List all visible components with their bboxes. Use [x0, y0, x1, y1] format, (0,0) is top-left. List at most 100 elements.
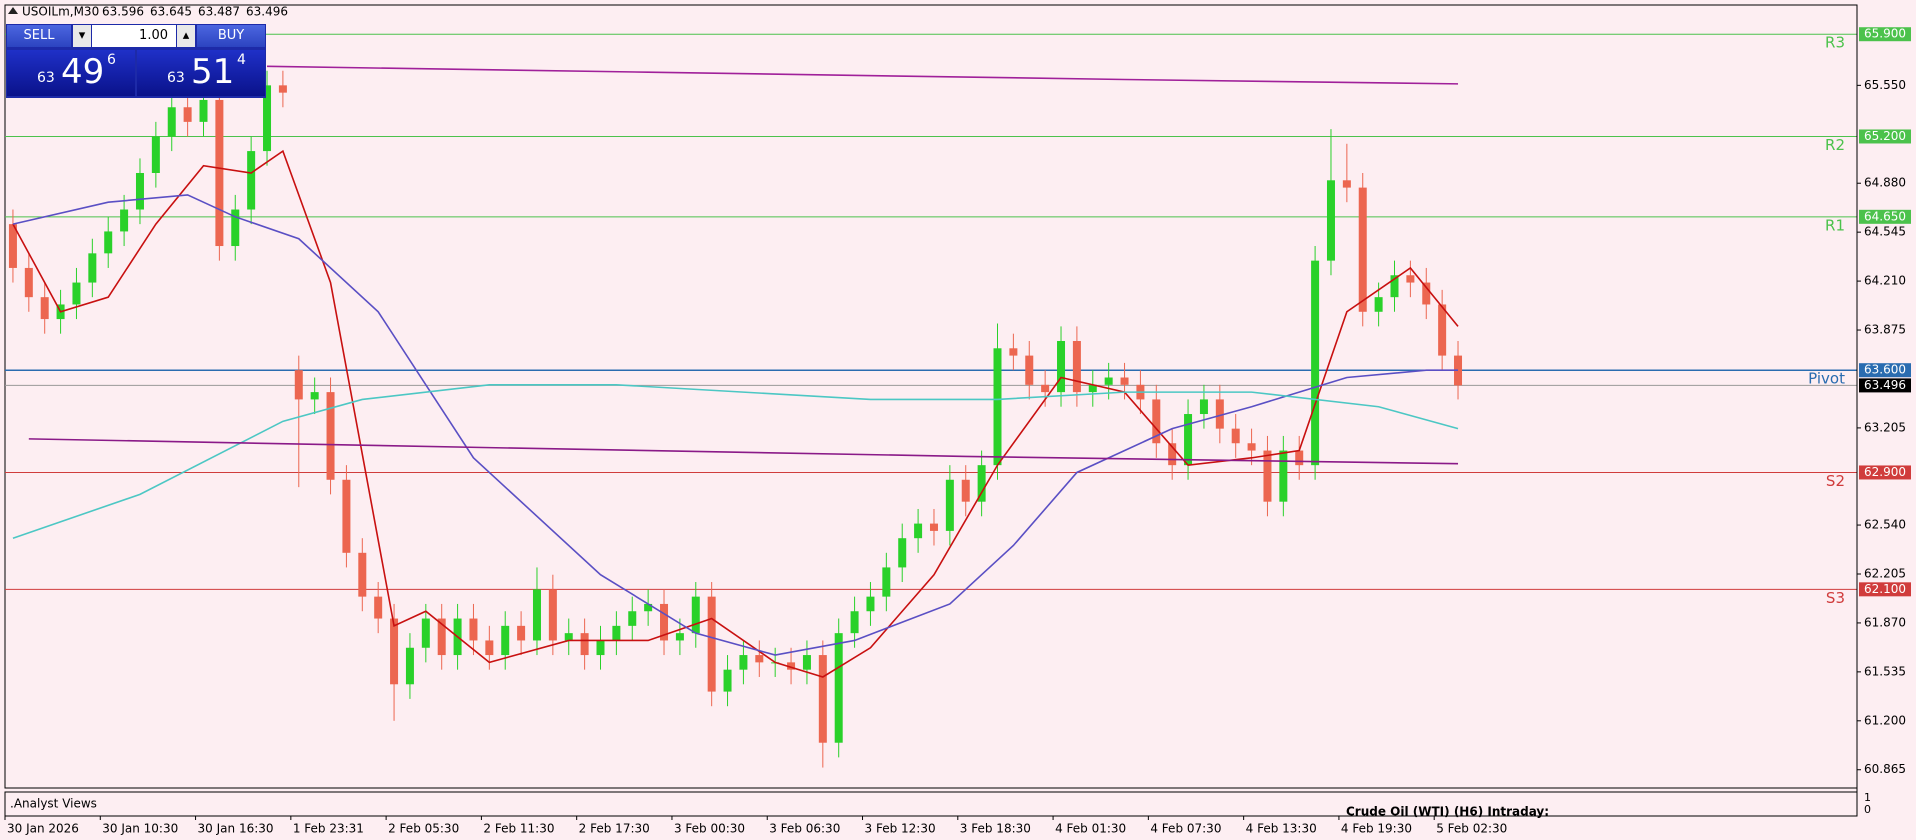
price-prefix: 63 [37, 70, 55, 86]
candle-body [151, 136, 160, 173]
level-label: 62.100 [1864, 582, 1906, 596]
x-tick-label: 2 Feb 05:30 [388, 822, 459, 836]
candle-body [167, 107, 176, 137]
x-tick-label: 30 Jan 2026 [7, 822, 79, 836]
level-box [1859, 363, 1911, 378]
candle-body [1374, 297, 1383, 312]
candle-body [739, 655, 748, 670]
menu-icon[interactable] [8, 7, 18, 14]
moving-average [28, 438, 1459, 465]
candle-body [755, 655, 764, 663]
y-tick-label: 64.880 [1864, 176, 1906, 190]
x-tick-label: 3 Feb 12:30 [865, 822, 936, 836]
candle-body [72, 282, 81, 305]
candle-body [834, 633, 843, 743]
candle-body [1025, 355, 1034, 385]
level-label: 65.200 [1864, 129, 1906, 143]
candle-body [929, 523, 938, 531]
lot-up[interactable]: ▴ [177, 25, 195, 47]
price-big: 51 [191, 52, 235, 92]
candle-body [675, 633, 684, 641]
candle-body [294, 370, 303, 400]
lot-down[interactable]: ▾ [73, 25, 91, 47]
candle-body [88, 253, 97, 283]
level-box [1859, 209, 1911, 224]
plot-frame [4, 4, 1858, 789]
candle-body [24, 267, 33, 298]
x-tick-label: 3 Feb 06:30 [769, 822, 840, 836]
candle-body [1247, 443, 1256, 451]
subwindow-scale: 0 [1864, 803, 1871, 816]
candle-body [1406, 275, 1415, 283]
candle-body [691, 596, 700, 634]
y-tick-label: 62.540 [1864, 518, 1906, 532]
level-name: S2 [1826, 472, 1845, 490]
candle-body [1057, 340, 1066, 393]
x-tick-label: 2 Feb 17:30 [579, 822, 650, 836]
candle-body [485, 640, 494, 656]
sell-button[interactable]: SELL [7, 25, 71, 47]
candle-body [1390, 275, 1399, 298]
x-tick-label: 3 Feb 00:30 [674, 822, 745, 836]
candle-body [326, 392, 335, 480]
candle-body [469, 618, 478, 641]
candle-body [437, 618, 446, 656]
candle-body [405, 647, 414, 685]
level-box [1859, 129, 1911, 144]
buy-button[interactable]: BUY [197, 25, 265, 47]
candle-body [596, 640, 605, 656]
candle-body [247, 151, 256, 210]
candle-body [1120, 377, 1129, 385]
x-tick-label: 30 Jan 10:30 [102, 822, 178, 836]
x-tick-label: 4 Feb 01:30 [1055, 822, 1126, 836]
buy-price[interactable]: 63 51 4 [137, 50, 265, 96]
y-tick-label: 61.870 [1864, 615, 1906, 629]
candle-body [1311, 260, 1320, 466]
candle-body [580, 633, 589, 656]
level-label: 65.900 [1864, 27, 1906, 41]
candle-body [548, 589, 557, 641]
lot-input[interactable]: 1.00 [92, 25, 176, 47]
y-tick-label: 64.210 [1864, 274, 1906, 288]
level-name: R3 [1825, 34, 1845, 52]
level-label: 62.900 [1864, 465, 1906, 479]
candle-body [1422, 282, 1431, 305]
candle-body [564, 633, 573, 641]
candle-body [1072, 340, 1081, 393]
y-tick-label: 60.865 [1864, 762, 1906, 776]
candle-body [517, 625, 526, 641]
x-tick-label: 4 Feb 07:30 [1150, 822, 1221, 836]
subwindow-text: Crude Oil (WTI) (H6) Intraday: [1346, 805, 1549, 819]
sell-price[interactable]: 63 49 6 [7, 50, 135, 96]
x-tick-label: 5 Feb 02:30 [1436, 822, 1507, 836]
header-high: 63.645 [150, 5, 192, 19]
y-tick-label: 65.550 [1864, 78, 1906, 92]
candle-body [898, 538, 907, 568]
candle-body [993, 348, 1002, 466]
x-tick-label: 4 Feb 19:30 [1341, 822, 1412, 836]
candle-body [707, 596, 716, 692]
candle-body [501, 625, 510, 656]
trade-panel: SELL ▾ 1.00 ▴ BUY 63 49 6 63 51 4 [6, 24, 266, 98]
candle-body [1104, 377, 1113, 385]
candle-body [628, 611, 637, 626]
candle-body [1263, 450, 1272, 502]
symbol: USOILm,M30 [22, 5, 99, 19]
candle-body [135, 172, 144, 210]
price-sup: 6 [107, 52, 116, 68]
candle-body [183, 107, 192, 122]
candle-body [358, 552, 367, 597]
header-close: 63.496 [246, 5, 288, 19]
last-price-box [1859, 378, 1911, 393]
level-label: 63.600 [1864, 363, 1906, 377]
moving-average [12, 194, 1459, 656]
candle-body [1295, 450, 1304, 466]
subwindow-frame [4, 791, 1858, 817]
level-name: Pivot [1808, 370, 1845, 388]
candle-body [120, 209, 129, 232]
candle-body [374, 596, 383, 619]
price-big: 49 [61, 52, 105, 92]
candle-body [215, 99, 224, 247]
candle-body [1009, 348, 1018, 356]
